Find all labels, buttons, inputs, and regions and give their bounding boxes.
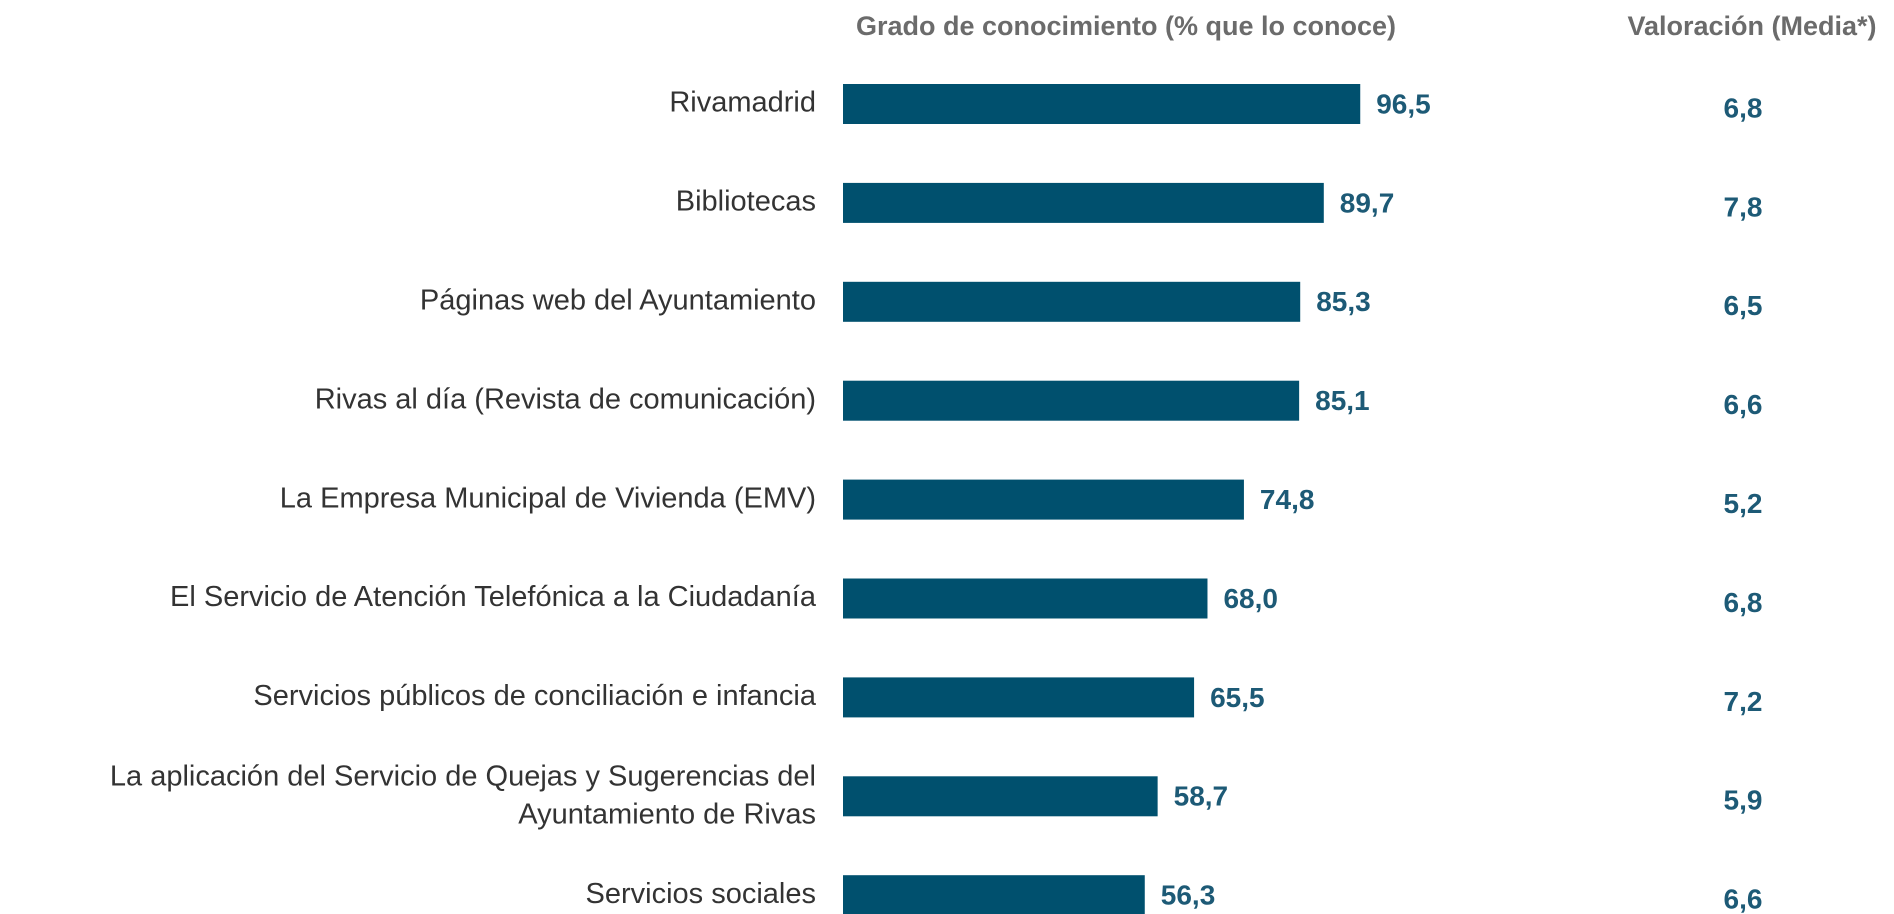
category-label: Rivas al día (Revista de comunicación)	[315, 383, 816, 415]
bar	[843, 380, 1300, 421]
rating-title: Valoración (Media*)	[1627, 11, 1876, 41]
category-label: Rivamadrid	[669, 87, 816, 119]
rating-label: 5,2	[1724, 488, 1763, 519]
category-label: El Servicio de Atención Telefónica a la …	[170, 581, 817, 613]
bar	[843, 578, 1208, 619]
rating-label: 7,8	[1724, 191, 1763, 222]
value-label: 85,3	[1316, 286, 1371, 317]
rating-label: 7,2	[1724, 686, 1763, 717]
category-label: Servicios públicos de conciliación e inf…	[253, 680, 816, 712]
category-label: Páginas web del Ayuntamiento	[420, 284, 816, 316]
value-label: 85,1	[1315, 385, 1370, 416]
category-label: La Empresa Municipal de Vivienda (EMV)	[280, 482, 816, 514]
rating-label: 6,6	[1724, 884, 1763, 914]
bar	[843, 776, 1158, 817]
rating-label: 6,5	[1724, 290, 1763, 321]
rating-label: 6,8	[1724, 92, 1763, 123]
category-label-line: La aplicación del Servicio de Quejas y S…	[110, 760, 816, 792]
value-label: 89,7	[1340, 187, 1395, 218]
value-label: 68,0	[1223, 583, 1278, 614]
value-label: 58,7	[1174, 781, 1229, 812]
value-label: 56,3	[1161, 880, 1216, 911]
category-label-line: Ayuntamiento de Rivas	[518, 798, 816, 830]
category-label: Bibliotecas	[676, 186, 816, 218]
bar	[843, 479, 1244, 520]
bar	[843, 875, 1145, 914]
bar	[843, 677, 1195, 718]
rating-label: 6,8	[1724, 587, 1763, 618]
chart-title: Grado de conocimiento (% que lo conoce)	[856, 11, 1396, 41]
value-label: 96,5	[1376, 88, 1431, 119]
bar	[843, 281, 1301, 322]
rating-label: 6,6	[1724, 389, 1763, 420]
category-label: Servicios sociales	[586, 878, 816, 910]
bar	[843, 84, 1361, 124]
bar	[843, 182, 1324, 223]
value-label: 65,5	[1210, 682, 1265, 713]
value-label: 74,8	[1260, 484, 1315, 515]
rating-label: 5,9	[1724, 785, 1763, 816]
category-label: La aplicación del Servicio de Quejas y S…	[110, 760, 816, 830]
